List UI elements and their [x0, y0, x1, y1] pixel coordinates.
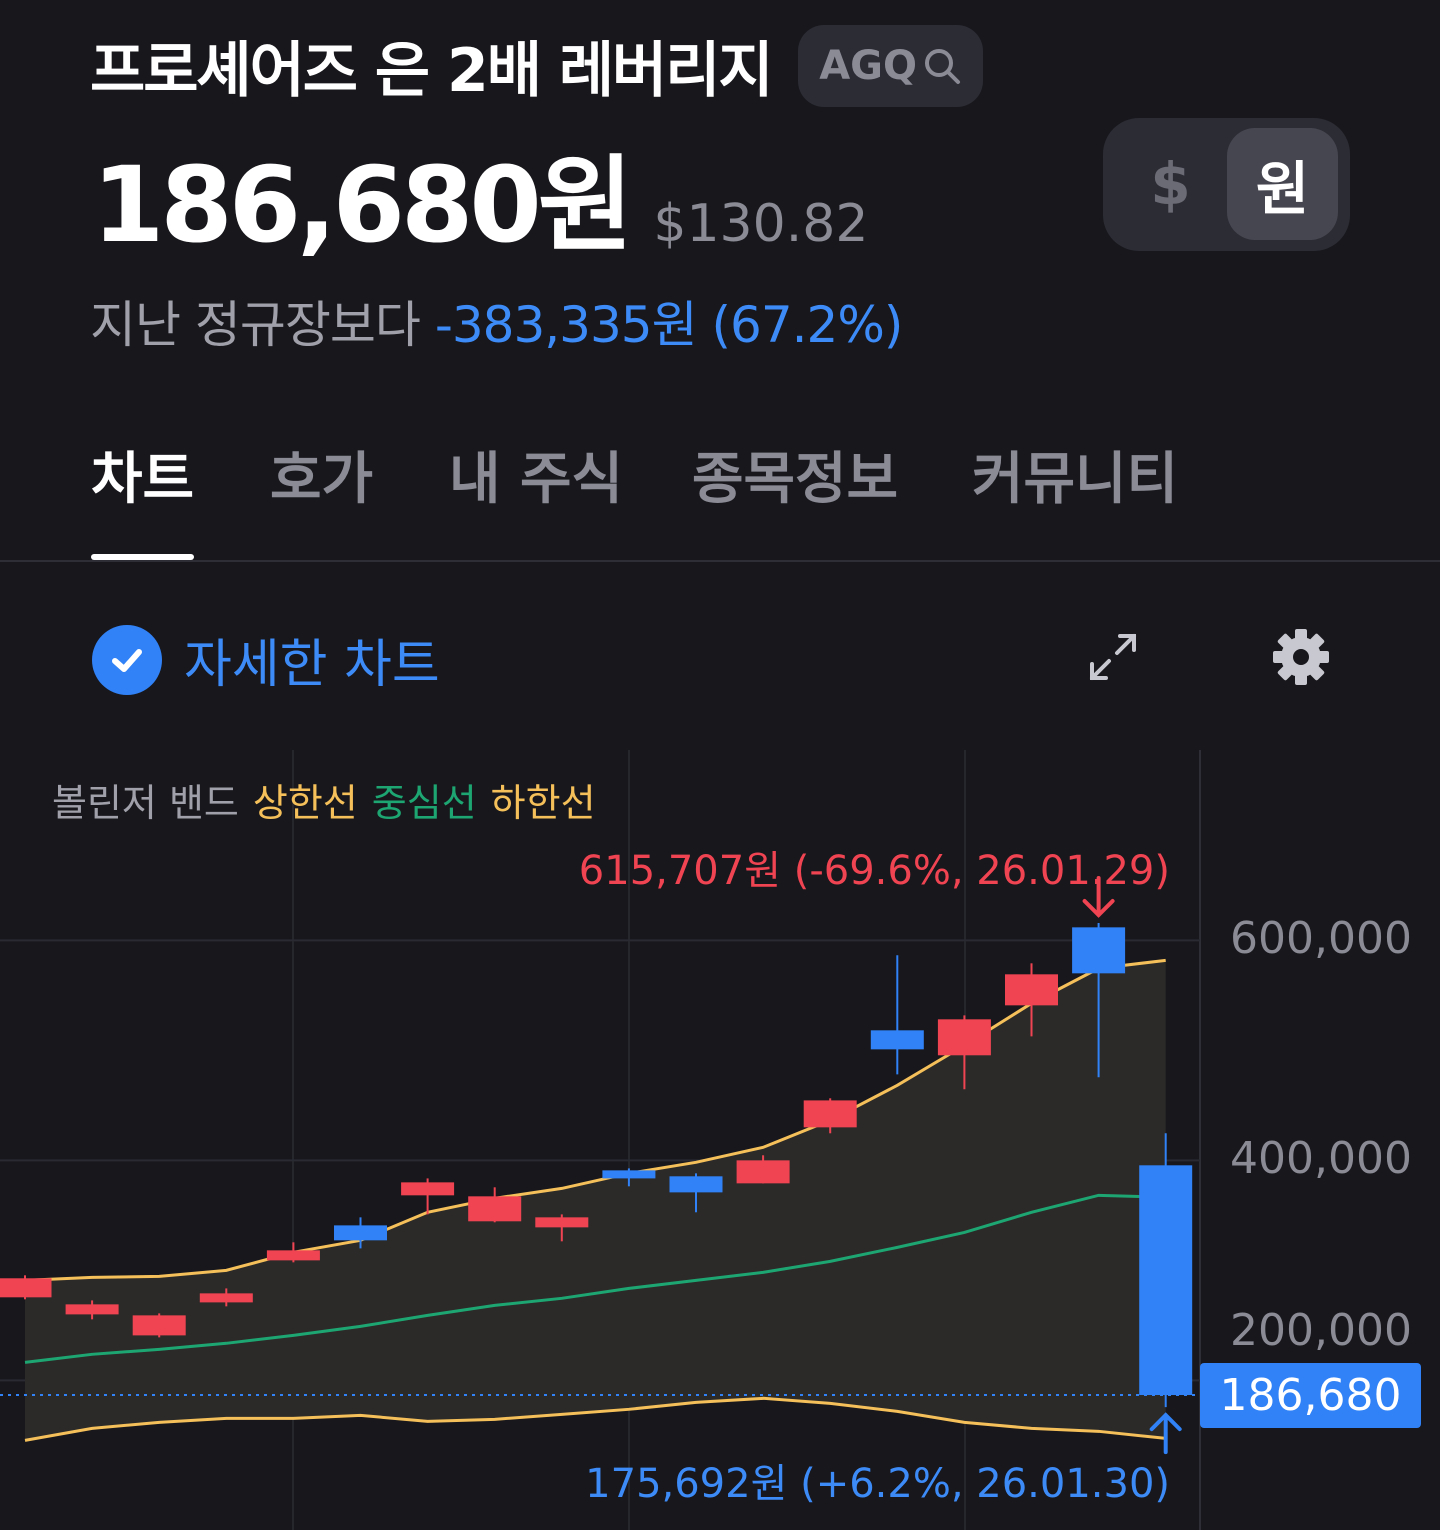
candle-up [937, 1019, 991, 1056]
candle-up [266, 1250, 320, 1261]
candle-up [1005, 974, 1058, 1006]
candle-up [736, 1160, 790, 1184]
title-row: 프로셰어즈 은 2배 레버리지 AGQ [90, 22, 983, 109]
ticker-search-button[interactable]: AGQ [797, 24, 983, 107]
high-annotation: 615,707원 (-69.6%, 26.01.29) [578, 848, 1170, 894]
tab-stock-info[interactable]: 종목정보 [692, 447, 899, 512]
currency-toggle[interactable]: $ 원 [1103, 118, 1350, 251]
y-tick-label: 200,000 [1230, 1305, 1412, 1357]
candle-down [870, 1030, 924, 1050]
candle-up [0, 1278, 52, 1298]
tab-chart[interactable]: 차트 [91, 440, 195, 560]
candle-down [1072, 927, 1126, 974]
tab-orderbook[interactable]: 호가 [270, 447, 374, 512]
candle-up [401, 1182, 455, 1196]
y-tick-label: 400,000 [1230, 1133, 1412, 1185]
gear-icon[interactable] [1272, 628, 1330, 686]
change-value: -383,335원 (67.2%) [434, 296, 904, 354]
legend-upper: 상한선 [252, 781, 358, 825]
change-label: 지난 정규장보다 [90, 296, 421, 354]
check-icon[interactable] [92, 624, 162, 695]
detailed-chart-toggle[interactable]: 자세한 차트 [92, 622, 440, 697]
current-price-tag: 186,680 [1200, 1363, 1421, 1429]
candle-down [669, 1176, 723, 1193]
candle-up [132, 1315, 186, 1336]
search-icon [925, 48, 961, 84]
candle-down [334, 1225, 387, 1241]
tab-bar: 차트 호가 내 주식 종목정보 커뮤니티 [0, 440, 1440, 562]
lower-band-line [24, 1396, 1166, 1442]
tab-community[interactable]: 커뮤니티 [972, 447, 1179, 512]
candle-up [468, 1196, 522, 1222]
bollinger-legend: 볼린저 밴드 상한선 중심선 하한선 [52, 772, 610, 827]
currency-option-krw[interactable]: 원 [1227, 128, 1338, 240]
middle-band-line [24, 1193, 1166, 1364]
price-row: 186,680원 $130.82 [92, 120, 868, 271]
legend-title: 볼린저 밴드 [52, 781, 239, 825]
bollinger-band-fill [25, 960, 1166, 1441]
y-tick-label: 600,000 [1230, 913, 1412, 965]
candle-up [65, 1304, 119, 1315]
ticker-label: AGQ [819, 42, 918, 89]
price-change: 지난 정규장보다 -383,335원 (67.2%) [90, 285, 904, 357]
detailed-chart-label: 자세한 차트 [184, 635, 440, 695]
low-annotation: 175,692원 (+6.2%, 26.01.30) [585, 1461, 1170, 1507]
candle-down [602, 1170, 656, 1179]
page-title: 프로셰어즈 은 2배 레버리지 [90, 36, 774, 106]
tab-my-stock[interactable]: 내 주식 [449, 447, 624, 512]
candle-down [1139, 1165, 1193, 1396]
candle-up [199, 1293, 253, 1303]
legend-lower: 하한선 [490, 781, 596, 825]
arrow-up-icon [1149, 1412, 1182, 1455]
price-usd: $130.82 [653, 194, 869, 254]
currency-option-usd[interactable]: $ [1150, 150, 1191, 218]
expand-icon[interactable] [1088, 632, 1138, 682]
candle-up [535, 1217, 589, 1228]
candle-up [803, 1100, 857, 1128]
arrow-down-icon [1082, 876, 1115, 918]
current-price: 186,680원 [92, 144, 633, 266]
legend-middle: 중심선 [371, 781, 477, 825]
